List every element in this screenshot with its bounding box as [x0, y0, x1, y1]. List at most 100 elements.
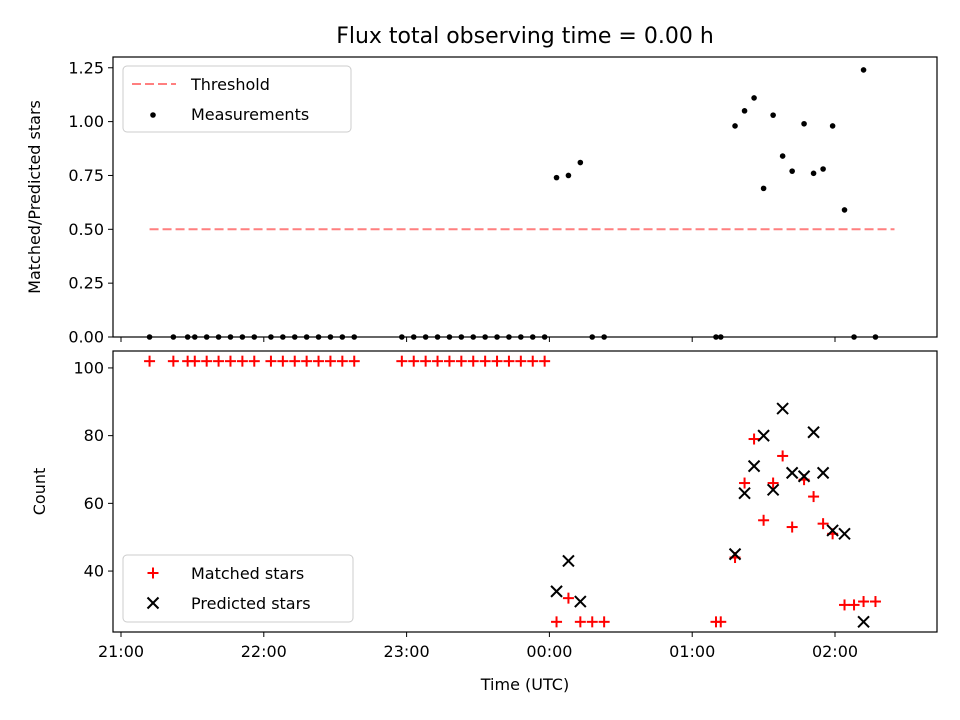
matched-star-point-22 — [455, 355, 467, 367]
bottom-axes-frame — [112, 350, 938, 633]
top-axes-frame — [112, 56, 938, 338]
matched-star-point-15 — [336, 355, 348, 367]
matched-star-point-34 — [598, 616, 610, 628]
predicted-star-point-1-b — [562, 554, 575, 568]
matched-star-point-38 — [739, 477, 751, 489]
x-tick-label: 22:00 — [241, 642, 287, 661]
bottom-y-tick-label: 100 — [73, 358, 104, 377]
x-tick-label: 21:00 — [98, 642, 144, 661]
matched-star-point-3 — [189, 355, 201, 367]
predicted-star-point-11-b — [807, 426, 820, 439]
x-tick-label: 01:00 — [669, 642, 715, 661]
matched-star-point-12 — [301, 355, 313, 367]
matched-star-point-30 — [551, 616, 563, 628]
predicted-star-point-8 — [776, 402, 789, 415]
measurement-point-42 — [779, 153, 786, 159]
matched-star-point-16 — [348, 355, 360, 367]
matched-star-point-48 — [839, 599, 851, 611]
predicted-star-point-9 — [785, 466, 799, 480]
matched-star-point-31 — [562, 592, 574, 604]
bottom-y-axis-label: Count — [30, 468, 49, 516]
measurement-point-45 — [810, 170, 817, 177]
x-tick-label: 00:00 — [526, 642, 572, 661]
matched-star-point-4 — [201, 355, 213, 367]
legend-measurements-swatch — [150, 112, 156, 118]
matched-star-point-5 — [213, 355, 225, 367]
measurement-point-30 — [553, 174, 560, 181]
x-axis-label: Time (UTC) — [480, 675, 569, 694]
predicted-star-point-0 — [550, 585, 563, 598]
chart-title: Flux total observing time = 0.00 h — [336, 24, 714, 49]
predicted-star-point-6 — [757, 429, 770, 442]
measurement-point-44 — [801, 120, 807, 127]
top-y-tick-label: 0.25 — [68, 274, 104, 293]
matched-star-point-6 — [224, 355, 236, 367]
matched-star-point-9 — [265, 355, 277, 367]
matched-star-point-26 — [503, 355, 515, 367]
predicted-star-point-13 — [826, 524, 839, 537]
matched-star-point-14 — [324, 355, 336, 367]
legend-predicted-swatch-b — [146, 596, 160, 610]
legend-threshold-label: Threshold — [190, 75, 270, 94]
x-tick-label: 23:00 — [384, 642, 430, 661]
legend-predicted-swatch — [146, 596, 160, 610]
predicted-star-point-1 — [562, 554, 575, 568]
matched-star-point-10 — [277, 355, 289, 367]
top-y-tick-label: 1.25 — [68, 58, 104, 77]
matched-star-point-20 — [432, 355, 444, 367]
top-legend-box — [122, 65, 352, 133]
matched-star-point-17 — [396, 355, 408, 367]
predicted-star-point-4-b — [738, 486, 751, 500]
measurement-point-41 — [770, 112, 776, 118]
measurement-point-40 — [760, 185, 767, 192]
predicted-star-point-12 — [816, 466, 830, 480]
matched-star-point-33 — [586, 616, 598, 628]
top-y-tick-label: 0.50 — [68, 220, 104, 239]
bottom-y-tick-label: 40 — [84, 562, 104, 581]
matched-star-point-32 — [574, 616, 586, 628]
predicted-star-point-8-b — [776, 402, 789, 415]
top-y-axis-label: Matched/Predicted stars — [25, 100, 44, 294]
matched-star-point-29 — [539, 355, 551, 367]
matched-star-point-23 — [467, 355, 479, 367]
measurement-point-32 — [577, 159, 584, 166]
predicted-star-point-10-b — [797, 470, 811, 483]
matched-star-point-1 — [167, 355, 179, 367]
matched-star-point-24 — [479, 355, 491, 367]
matched-star-point-41 — [767, 477, 779, 489]
predicted-star-point-15-b — [857, 615, 870, 629]
matched-star-point-45 — [808, 491, 820, 503]
legend-matched-label: Matched stars — [191, 564, 304, 583]
top-y-tick-label: 1.00 — [68, 112, 104, 131]
bottom-y-tick-label: 60 — [84, 494, 104, 513]
predicted-star-point-6-b — [757, 429, 770, 442]
predicted-star-point-3 — [728, 547, 742, 561]
matched-star-point-7 — [236, 355, 248, 367]
matched-star-point-46 — [817, 518, 829, 530]
predicted-star-point-3-b — [728, 547, 742, 561]
matched-star-point-50 — [858, 596, 870, 608]
matched-star-point-49 — [848, 599, 860, 611]
measurement-point-38 — [741, 108, 748, 114]
matched-star-point-42 — [777, 450, 789, 462]
predicted-star-point-0-b — [550, 585, 563, 598]
predicted-star-point-2 — [574, 595, 587, 608]
measurement-point-31 — [565, 172, 572, 179]
predicted-star-point-9-b — [785, 466, 799, 480]
legend-matched-swatch — [147, 567, 159, 579]
predicted-star-point-7-b — [766, 483, 780, 497]
legend-predicted-label: Predicted stars — [191, 594, 311, 613]
matched-star-point-8 — [248, 355, 260, 367]
matched-star-point-18 — [408, 355, 420, 367]
measurement-point-39 — [751, 95, 757, 101]
measurement-point-43 — [789, 168, 795, 174]
top-y-tick-label: 0.75 — [68, 166, 104, 185]
bottom-y-tick-label: 80 — [84, 426, 104, 445]
matched-star-point-0 — [144, 355, 156, 367]
measurement-point-50 — [860, 67, 867, 73]
predicted-star-point-5 — [747, 459, 761, 473]
predicted-star-point-12-b — [816, 466, 830, 480]
top-y-tick-label: 0.00 — [68, 328, 104, 347]
matched-star-point-11 — [289, 355, 301, 367]
